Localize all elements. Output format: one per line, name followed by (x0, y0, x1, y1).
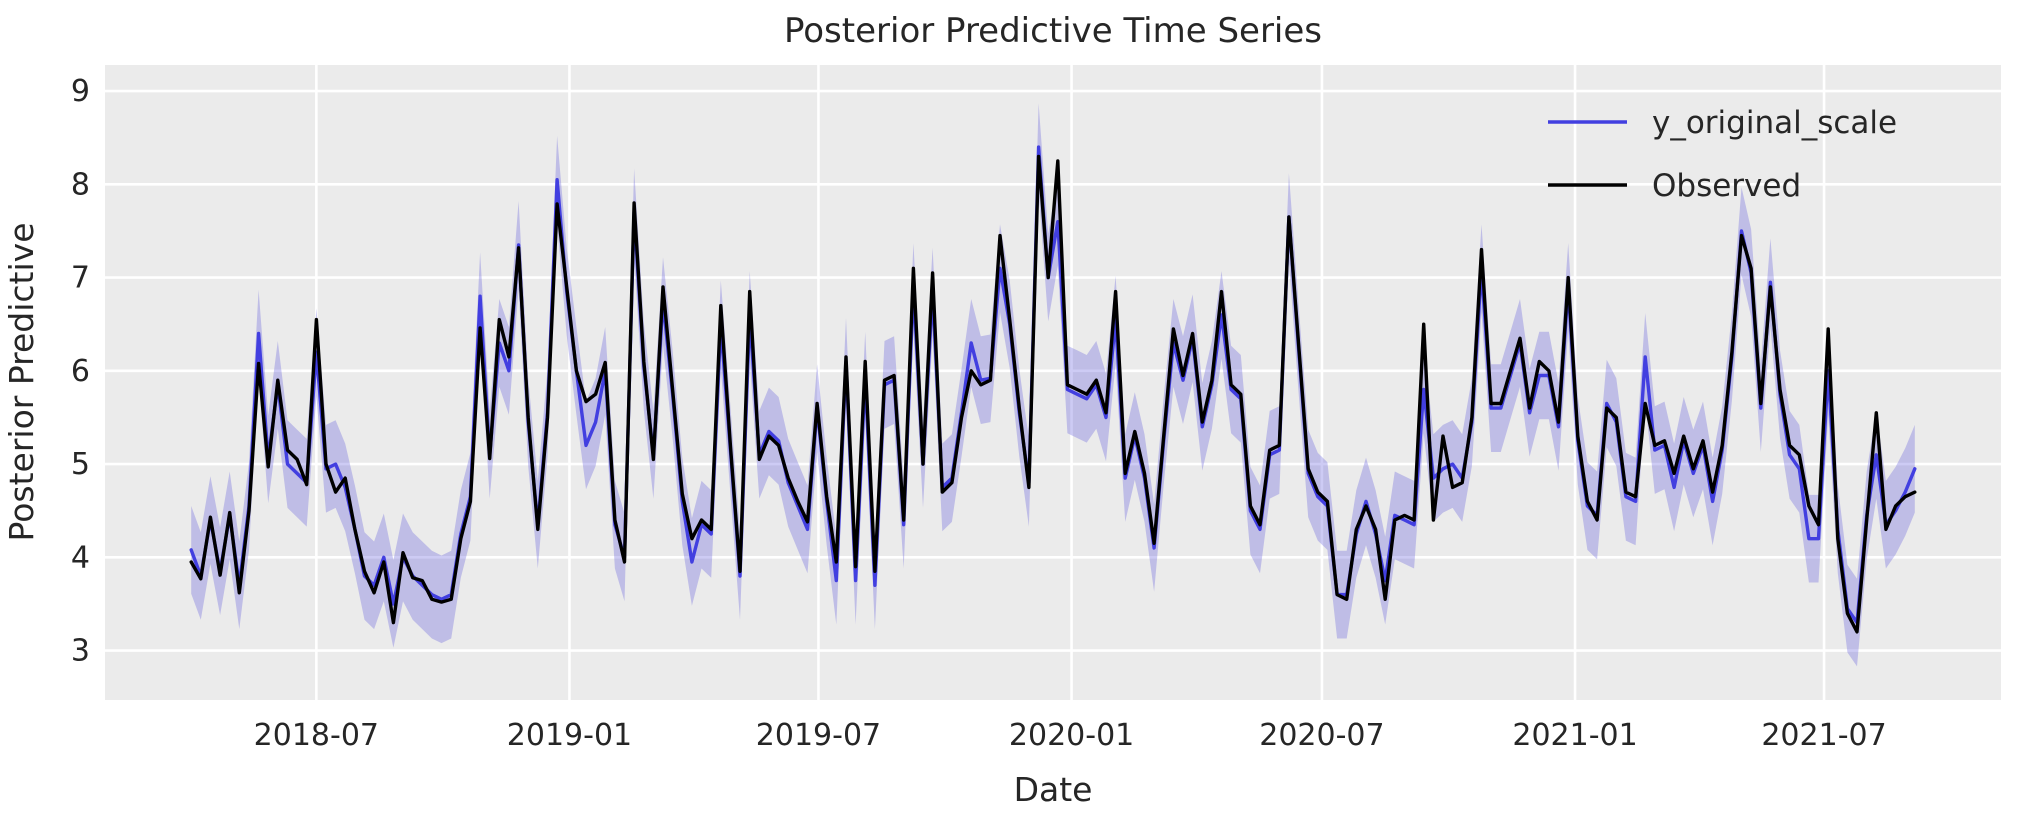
x-tick-label: 2019-07 (756, 718, 881, 753)
plot-background (105, 65, 2001, 700)
y-axis-label: Posterior Predictive (2, 223, 41, 542)
x-tick-label: 2020-07 (1259, 718, 1384, 753)
y-axis-tick-labels: 3 4 5 6 7 8 9 (71, 74, 90, 668)
x-tick-label: 2021-01 (1512, 718, 1637, 753)
x-tick-label: 2021-07 (1761, 718, 1886, 753)
legend-label-predicted: y_original_scale (1652, 105, 1897, 141)
y-tick-label: 7 (71, 261, 90, 296)
observed-line (189, 154, 1917, 634)
x-tick-label: 2018-07 (254, 718, 379, 753)
y-tick-label: 6 (71, 354, 90, 389)
legend-label-observed: Observed (1652, 168, 1801, 204)
x-tick-label: 2020-01 (1009, 718, 1134, 753)
x-tick-label: 2019-01 (507, 718, 632, 753)
y-tick-label: 5 (71, 447, 90, 482)
chart-title: Posterior Predictive Time Series (784, 11, 1322, 51)
legend: y_original_scale Observed (1548, 105, 1897, 204)
y-tick-label: 3 (71, 634, 90, 669)
y-tick-label: 4 (71, 540, 90, 575)
x-axis-label: Date (1014, 770, 1093, 809)
y-tick-label: 9 (71, 74, 90, 109)
hdi-band (191, 103, 1915, 667)
x-axis-tick-labels: 2018-07 2019-01 2019-07 2020-01 2020-07 2021-… (254, 718, 1887, 753)
y-tick-label: 8 (71, 167, 90, 202)
grid-lines (105, 65, 2001, 700)
